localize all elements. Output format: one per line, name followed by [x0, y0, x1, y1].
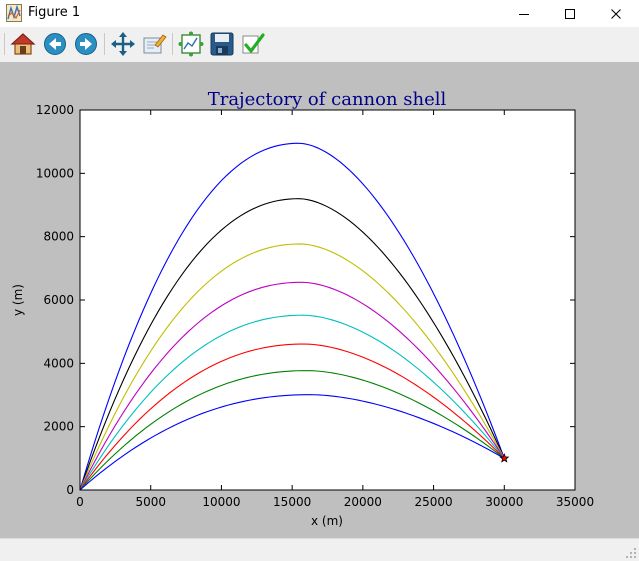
subplots-icon[interactable]: [178, 31, 204, 57]
pan-icon[interactable]: [110, 31, 136, 57]
zoom-icon[interactable]: [141, 31, 167, 57]
back-icon[interactable]: [42, 31, 68, 57]
x-tick-label: 10000: [202, 495, 240, 509]
x-tick-label: 5000: [135, 495, 166, 509]
close-button[interactable]: [593, 0, 639, 27]
figure-app-icon: [6, 4, 22, 22]
trajectory-line-4: [79, 281, 505, 491]
trajectory-line-7: [79, 370, 505, 491]
trajectory-line-6: [79, 343, 505, 491]
x-tick-label: 35000: [556, 495, 594, 509]
y-tick-label: 0: [66, 483, 74, 497]
edit-icon[interactable]: [240, 31, 266, 57]
toolbar-separator: [172, 33, 173, 55]
minimize-button[interactable]: [501, 0, 547, 27]
save-icon[interactable]: [209, 31, 235, 57]
toolbar-separator: [104, 33, 105, 55]
trajectory-line-1: [79, 142, 505, 491]
status-bar: [0, 538, 639, 561]
figure-canvas[interactable]: Trajectory of cannon shell 0 5000 10000 150…: [0, 62, 639, 538]
y-tick-label: 4000: [43, 356, 74, 370]
window-titlebar: Figure 1: [0, 0, 639, 27]
y-axis-label: y (m): [11, 284, 25, 316]
trajectory-line-2: [79, 198, 505, 491]
maximize-icon: [565, 8, 575, 19]
maximize-button[interactable]: [547, 0, 593, 27]
navigation-toolbar: [0, 27, 639, 63]
forward-icon[interactable]: [73, 31, 99, 57]
x-tick-label: 30000: [485, 495, 523, 509]
series-layer: [79, 142, 505, 491]
toolbar-grip: [4, 33, 5, 55]
y-tick-label: 10000: [36, 166, 74, 180]
minimize-icon: [519, 13, 529, 15]
x-tick-label: 15000: [273, 495, 311, 509]
x-tick-label: 20000: [344, 495, 382, 509]
marker-layer: [499, 453, 510, 463]
x-axis-label: x (m): [311, 514, 343, 528]
plot-area[interactable]: [79, 109, 576, 491]
close-icon: [611, 8, 621, 19]
x-tick-label: 0: [76, 495, 84, 509]
trajectory-chart[interactable]: Trajectory of cannon shell 0 5000 10000 150…: [0, 62, 639, 538]
chart-title: Trajectory of cannon shell: [208, 89, 447, 110]
trajectory-line-5: [79, 314, 505, 491]
home-icon[interactable]: [10, 31, 36, 57]
y-tick-label: 2000: [43, 420, 74, 434]
x-tick-label: 25000: [414, 495, 452, 509]
target-star-marker: [499, 453, 510, 463]
trajectory-line-8: [79, 394, 505, 491]
y-tick-label: 8000: [43, 230, 74, 244]
trajectory-line-3: [79, 243, 505, 491]
y-tick-label: 12000: [36, 103, 74, 117]
y-tick-label: 6000: [43, 293, 74, 307]
window-title: Figure 1: [28, 5, 81, 20]
ticks-layer: 0 5000 10000 15000 20000 25000 30000 35000 0 2000…: [36, 103, 594, 509]
resize-grip-icon[interactable]: [625, 547, 637, 559]
